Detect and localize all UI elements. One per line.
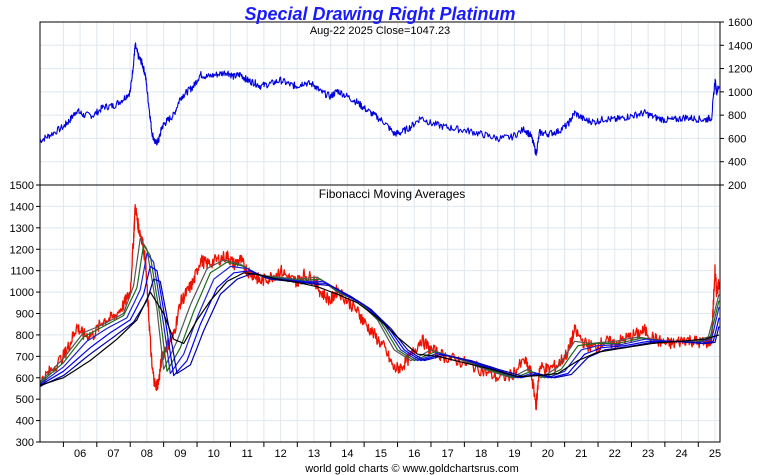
y-tick-label: 800 [16, 330, 34, 342]
footer-credit: world gold charts © www.goldchartsrus.co… [304, 463, 519, 475]
x-tick-label: 19 [508, 448, 520, 460]
x-tick-label: 11 [241, 448, 252, 460]
x-tick-label: 16 [408, 448, 420, 460]
y-tick-label: 1200 [10, 244, 34, 256]
series-line [39, 252, 720, 385]
x-tick-label: 23 [642, 448, 654, 460]
series-line [39, 265, 720, 386]
x-tick-label: 07 [107, 448, 119, 460]
bottom-panel-series [39, 203, 720, 411]
top-panel-series [39, 42, 720, 156]
y-tick-label: 1200 [728, 64, 752, 76]
y-tick-label: 1000 [10, 287, 34, 299]
x-tick-label: 15 [375, 448, 387, 460]
series-line [39, 42, 720, 156]
series-line [39, 244, 720, 384]
x-tick-label: 24 [675, 448, 687, 460]
y-tick-label: 300 [16, 437, 34, 449]
y-tick-label: 1500 [10, 180, 34, 192]
y-tick-label: 1600 [728, 17, 752, 29]
chart-title: Special Drawing Right Platinum [244, 4, 515, 24]
y-tick-label: 1300 [10, 223, 34, 235]
x-tick-label: 17 [442, 448, 454, 460]
y-tick-label: 400 [16, 416, 34, 428]
series-line [39, 272, 720, 386]
x-tick-label: 14 [341, 448, 353, 460]
x-tick-label: 22 [609, 448, 621, 460]
x-tick-label: 13 [308, 448, 320, 460]
top-panel-grid [40, 22, 720, 185]
y-tick-label: 500 [16, 394, 34, 406]
x-tick-label: 25 [709, 448, 721, 460]
y-tick-label: 600 [16, 373, 34, 385]
y-tick-label: 900 [16, 309, 34, 321]
x-tick-label: 06 [74, 448, 86, 460]
x-tick-label: 10 [208, 448, 220, 460]
x-tick-label: 12 [274, 448, 286, 460]
chart-subtitle: Aug-22 2025 Close=1047.23 [310, 25, 450, 37]
top-panel-y-axis: 200 400 600 800 1000 1200 1400 1600 [720, 17, 752, 192]
y-tick-label: 400 [728, 157, 746, 169]
y-tick-label: 700 [16, 351, 34, 363]
x-tick-label: 21 [575, 448, 587, 460]
bottom-panel-y-axis: 300 400 500 600 700 800 900 1000 1100 1200 1300 140… [10, 180, 40, 449]
y-tick-label: 800 [728, 110, 746, 122]
y-tick-label: 1000 [728, 87, 752, 99]
y-tick-label: 600 [728, 133, 746, 145]
x-axis: 06 07 08 09 10 11 12 13 14 15 16 17 18 19 20 21 22 23 24 25 [62, 442, 721, 460]
x-tick-label: 09 [174, 448, 186, 460]
y-tick-label: 1400 [10, 201, 34, 213]
y-tick-label: 1400 [728, 40, 752, 52]
x-tick-label: 18 [475, 448, 487, 460]
bottom-panel-grid [40, 185, 720, 442]
series-line [39, 237, 720, 383]
y-tick-label: 200 [728, 180, 746, 192]
x-tick-label: 08 [141, 448, 153, 460]
y-tick-label: 1100 [10, 266, 34, 278]
x-tick-label: 20 [542, 448, 554, 460]
lower-panel-title: Fibonacci Moving Averages [319, 187, 466, 201]
